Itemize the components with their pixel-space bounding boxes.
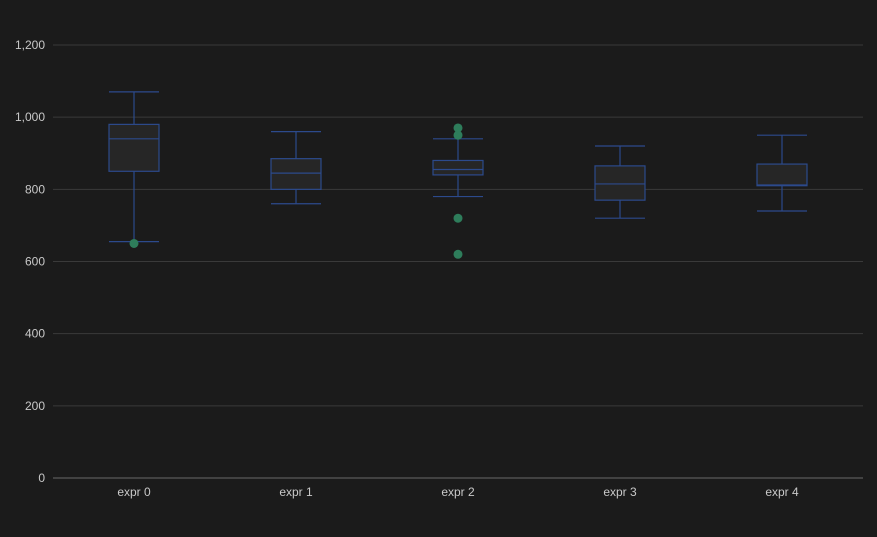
- outlier-point: [453, 130, 463, 140]
- y-tick-label: 0: [38, 471, 45, 485]
- y-tick-label: 1,000: [15, 110, 45, 124]
- x-tick-label: expr 4: [765, 485, 799, 499]
- y-tick-label: 800: [25, 182, 45, 196]
- x-tick-label: expr 0: [117, 485, 151, 499]
- outlier-point: [453, 249, 463, 259]
- y-tick-label: 1,200: [15, 38, 45, 52]
- box-expr-1: [270, 131, 322, 205]
- x-tick-label: expr 3: [603, 485, 637, 499]
- x-tick-label: expr 2: [441, 485, 475, 499]
- iqr-box: [432, 159, 484, 176]
- x-tick-label: expr 1: [279, 485, 313, 499]
- box-expr-2: [432, 123, 484, 259]
- iqr-box: [594, 165, 646, 201]
- outlier-point: [453, 123, 463, 133]
- y-tick-label: 200: [25, 399, 45, 413]
- box-expr-0: [108, 91, 160, 248]
- tick-labels: 0 200 400 600 800 1,000 1,200 expr 0 expr 1 expr …: [15, 38, 799, 499]
- outlier-point: [129, 238, 139, 248]
- grid-lines: [53, 44, 863, 407]
- box-expr-3: [594, 145, 646, 219]
- y-tick-label: 400: [25, 327, 45, 341]
- iqr-box: [270, 158, 322, 190]
- y-tick-label: 600: [25, 255, 45, 269]
- outlier-point: [453, 213, 463, 223]
- iqr-box: [108, 123, 160, 172]
- iqr-box: [756, 163, 808, 187]
- box-series: [108, 91, 808, 259]
- box-expr-4: [756, 134, 808, 212]
